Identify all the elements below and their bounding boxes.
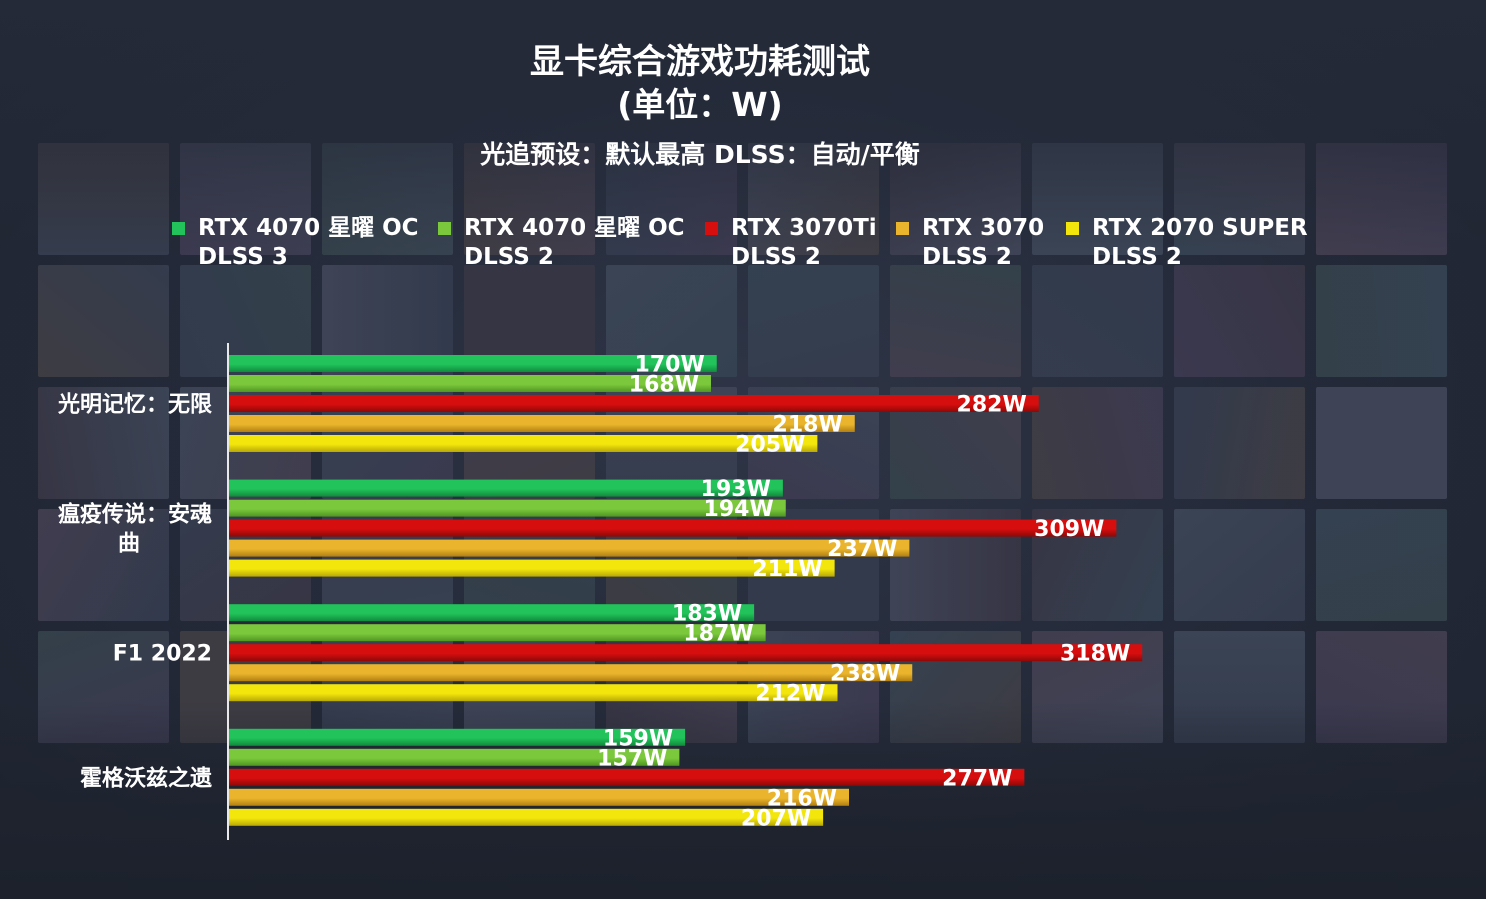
bar-value-label: 183W (672, 602, 742, 627)
bar (228, 415, 855, 432)
bar (228, 664, 913, 682)
bar (228, 435, 818, 452)
category-label: 光明记忆：无限 (57, 392, 212, 418)
bar-value-label: 187W (683, 622, 753, 647)
bar-value-label: 194W (704, 497, 774, 522)
bar-value-label: 170W (635, 353, 705, 378)
bar (228, 519, 1117, 537)
bar-value-label: 237W (827, 537, 897, 562)
chart-title-unit: (单位：W) (617, 85, 783, 124)
legend-label: RTX 3070Ti DLSS 2 (731, 215, 877, 270)
bar-value-label: 207W (741, 806, 811, 831)
bar-value-label: 318W (1060, 642, 1130, 667)
chart-title: 显卡综合游戏功耗测试 (530, 42, 870, 82)
bar (228, 539, 910, 557)
bar-value-label: 159W (603, 726, 673, 751)
category-label: 瘟疫传说：安魂曲 (58, 502, 212, 557)
bar-value-label: 193W (701, 477, 771, 502)
bar-value-label: 277W (942, 766, 1012, 791)
category-label: 霍格沃兹之遗 (80, 765, 212, 791)
legend-label: RTX 4070 星曜 OC DLSS 3 (198, 215, 419, 270)
bar (228, 559, 835, 577)
bar (228, 375, 711, 392)
legend-label: RTX 4070 星曜 OC DLSS 2 (464, 215, 685, 270)
bar-value-label: 157W (597, 746, 667, 771)
bar-value-label: 282W (957, 393, 1027, 418)
legend-label: RTX 2070 SUPER DLSS 2 (1092, 215, 1308, 270)
bar (228, 499, 786, 517)
legend-swatch (438, 222, 451, 235)
bar-value-label: 212W (755, 682, 825, 707)
bar-value-label: 205W (735, 433, 805, 458)
bar (228, 479, 783, 497)
bar (228, 808, 824, 826)
bar (228, 788, 849, 806)
legend-label: RTX 3070 DLSS 2 (922, 215, 1045, 270)
bar (228, 748, 680, 766)
bar (228, 355, 717, 372)
bar-value-label: 238W (830, 662, 900, 687)
bar (228, 684, 838, 702)
legend-swatch (1066, 222, 1079, 235)
chart-subtitle: 光追预设：默认最高 DLSS：自动/平衡 (480, 140, 920, 169)
legend-swatch (896, 222, 909, 235)
bar-value-label: 218W (773, 413, 843, 438)
bar-value-label: 309W (1034, 517, 1104, 542)
bar-value-label: 216W (767, 786, 837, 811)
category-label: F1 2022 (113, 642, 212, 667)
bar (228, 604, 755, 622)
bar-value-label: 211W (752, 557, 822, 582)
legend-swatch (172, 222, 185, 235)
bar (228, 728, 686, 746)
bar (228, 395, 1039, 412)
legend-swatch (705, 222, 718, 235)
bar-value-label: 168W (629, 373, 699, 398)
bar (228, 644, 1143, 662)
bar (228, 768, 1025, 786)
bar (228, 624, 766, 642)
